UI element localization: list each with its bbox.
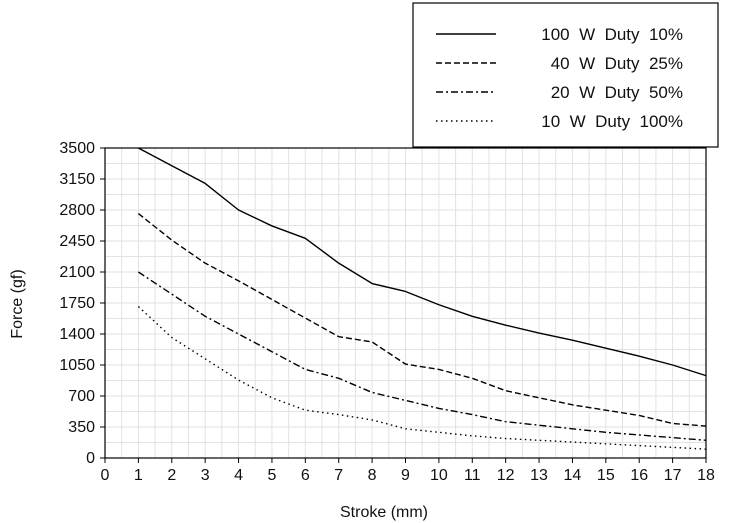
x-tick-label: 13 — [530, 467, 548, 484]
y-tick-label: 1750 — [59, 295, 95, 312]
axes: 0 1 2 3 4 5 6 7 8 9 10 11 12 13 14 15 16 17 18035070010501… — [59, 140, 715, 484]
y-tick-label: 350 — [68, 419, 95, 436]
x-tick-label: 1 — [134, 467, 143, 484]
series-line-2 — [137, 212, 707, 427]
legend-label-3: 20 W Duty 50% — [551, 83, 683, 102]
legend-label-4: 10 W Duty 100% — [541, 112, 683, 131]
x-tick-label: 4 — [234, 467, 243, 484]
x-tick-label: 6 — [301, 467, 310, 484]
legend-label-1: 100 W Duty 10% — [541, 25, 683, 44]
x-tick-label: 11 — [464, 467, 481, 484]
x-tick-label: 16 — [630, 467, 648, 484]
x-axis-label: Stroke (mm) — [340, 504, 428, 521]
x-tick-label: 8 — [368, 467, 377, 484]
x-tick-label: 7 — [334, 467, 343, 484]
legend-label-2: 40 W Duty 25% — [551, 54, 683, 73]
x-tick-label: 12 — [497, 467, 515, 484]
y-tick-label: 3150 — [59, 171, 95, 188]
x-tick-label: 0 — [101, 467, 110, 484]
x-tick-label: 9 — [401, 467, 410, 484]
x-tick-label: 2 — [167, 467, 176, 484]
y-tick-label: 700 — [68, 388, 95, 405]
x-tick-label: 5 — [267, 467, 276, 484]
x-tick-label: 18 — [697, 467, 715, 484]
y-tick-label: 3500 — [59, 140, 95, 157]
y-tick-label: 1400 — [59, 326, 95, 343]
y-tick-label: 2800 — [59, 202, 95, 219]
y-tick-label: 2100 — [59, 264, 95, 281]
legend: 100 W Duty 10% 40 W Duty 25% 20 W Duty 50%… — [412, 2, 719, 148]
x-tick-label: 15 — [597, 467, 615, 484]
x-tick-label: 10 — [430, 467, 448, 484]
y-tick-label: 1050 — [59, 357, 95, 374]
x-tick-label: 3 — [201, 467, 210, 484]
series-line-1 — [138, 147, 707, 377]
x-tick-label: 14 — [564, 467, 582, 484]
y-axis-label: Force (gf) — [9, 269, 26, 338]
legend-box — [412, 2, 719, 148]
y-tick-label: 2450 — [59, 233, 95, 250]
x-tick-label: 17 — [664, 467, 682, 484]
y-tick-label: 0 — [86, 450, 95, 467]
series-lines — [137, 147, 707, 450]
series-line-3 — [138, 271, 707, 441]
